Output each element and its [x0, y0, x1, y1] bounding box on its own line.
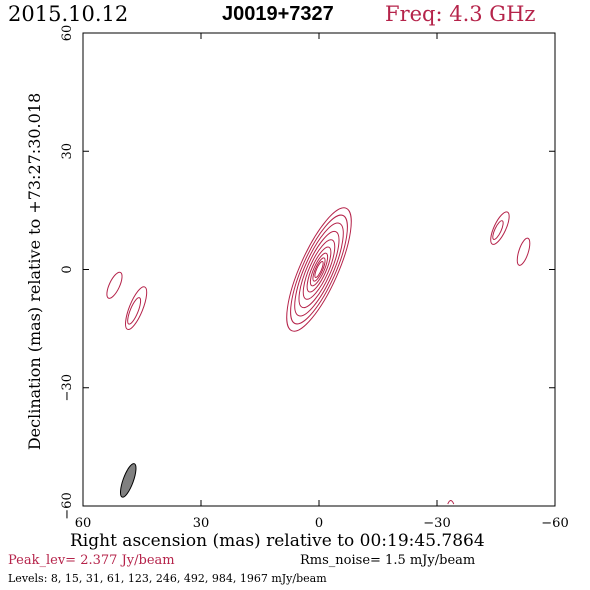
- peak-level-label: Peak_lev=: [8, 553, 77, 568]
- x-tick-label: 0: [315, 516, 323, 531]
- core-contour: [286, 207, 352, 332]
- y-tick-label: −30: [60, 374, 75, 401]
- peak-level-value: 2.377 Jy/beam: [80, 553, 175, 568]
- y-axis-label: Declination (mas) relative to +73:27:30.…: [25, 93, 44, 450]
- rms-noise-label: Rms_noise=: [300, 553, 381, 568]
- y-tick-label: 30: [60, 143, 75, 160]
- plot-frame: [82, 32, 556, 507]
- core-contour: [312, 257, 326, 282]
- y-tick-label: 0: [60, 265, 75, 273]
- core-contour: [290, 214, 348, 325]
- contour-levels-label: Levels:: [8, 572, 48, 585]
- core-contour: [294, 222, 344, 317]
- x-tick-label: −60: [541, 516, 568, 531]
- core-contour: [298, 230, 340, 309]
- core-contour: [314, 261, 324, 278]
- x-axis-label: Right ascension (mas) relative to 00:19:…: [70, 531, 485, 551]
- component-contour: [492, 220, 504, 240]
- component-contour: [125, 286, 148, 330]
- contour-levels: Levels: 8, 15, 31, 61, 123, 246, 492, 98…: [8, 572, 327, 585]
- contour-levels-values: 8, 15, 31, 61, 123, 246, 492, 984, 1967 …: [50, 572, 327, 585]
- source-name: J0019+7327: [222, 3, 334, 25]
- x-tick-label: 60: [75, 516, 92, 531]
- y-tick-label: −60: [60, 492, 75, 519]
- rms-noise-value: 1.5 mJy/beam: [385, 553, 476, 568]
- rms-noise: Rms_noise= 1.5 mJy/beam: [300, 553, 475, 568]
- core-contour: [309, 252, 329, 287]
- beam-ellipse: [119, 463, 137, 498]
- y-tick-label: 60: [60, 25, 75, 42]
- component-contour: [127, 297, 142, 325]
- component-contour: [516, 237, 531, 266]
- core-contour: [306, 246, 332, 293]
- component-contour: [106, 271, 123, 299]
- x-tick-label: −30: [423, 516, 450, 531]
- edge-contour-fragment: [447, 500, 455, 505]
- x-tick-label: 30: [193, 516, 210, 531]
- frequency-label: Freq: 4.3 GHz: [385, 2, 536, 26]
- core-contour: [302, 239, 336, 300]
- component-contour: [490, 211, 510, 245]
- observation-date: 2015.10.12: [8, 2, 129, 26]
- peak-level: Peak_lev= 2.377 Jy/beam: [8, 553, 175, 568]
